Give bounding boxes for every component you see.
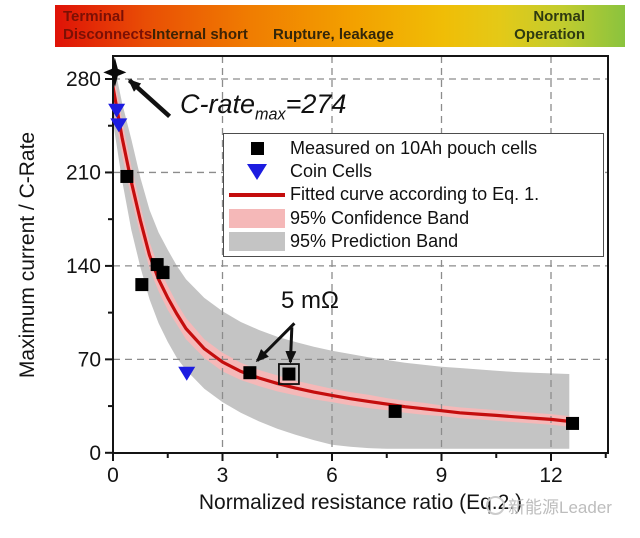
risk-label-line: Operation	[514, 26, 585, 43]
chart-legend: Measured on 10Ah pouch cells Coin Cells …	[223, 133, 604, 257]
risk-label-line: Normal	[533, 8, 585, 25]
watermark-text: 新能源Leader	[508, 498, 612, 517]
watermark-logo-icon	[486, 496, 505, 515]
legend-item-coin-cells: Coin Cells	[224, 161, 603, 183]
risk-label-line: Terminal	[63, 8, 125, 25]
legend-item-prediction-band: 95% Prediction Band	[224, 230, 603, 252]
legend-label: Coin Cells	[290, 161, 373, 182]
annotation-subscript: max	[255, 105, 286, 124]
risk-gradient-bar: Terminal Disconnects Internal short Rupt…	[55, 5, 625, 47]
y-axis-title: Maximum current / C-Rate	[16, 131, 39, 379]
pink-band-icon	[224, 208, 290, 228]
svg-text:140: 140	[66, 255, 101, 278]
legend-label: Measured on 10Ah pouch cells	[290, 138, 538, 159]
svg-text:0: 0	[107, 464, 119, 487]
svg-text:0: 0	[89, 442, 101, 465]
x-axis-title: Normalized resistance ratio (Eq.2.)	[198, 491, 523, 514]
legend-label: 95% Prediction Band	[290, 230, 459, 251]
gray-band-icon	[224, 231, 290, 251]
svg-text:70: 70	[78, 348, 101, 371]
legend-item-fitted-curve: Fitted curve according to Eq. 1.	[224, 184, 603, 206]
annotation-text: =274	[285, 89, 347, 119]
svg-text:280: 280	[66, 68, 101, 91]
legend-item-confidence-band: 95% Confidence Band	[224, 207, 603, 229]
svg-text:210: 210	[66, 161, 101, 184]
annotation-5-mohm: 5 mΩ	[281, 287, 339, 314]
triangle-marker-icon	[224, 163, 290, 180]
legend-label: 95% Confidence Band	[290, 207, 470, 228]
legend-item-pouch-cells: Measured on 10Ah pouch cells	[224, 138, 603, 160]
svg-text:12: 12	[539, 464, 562, 487]
red-line-icon	[224, 192, 290, 197]
svg-text:9: 9	[436, 464, 448, 487]
annotation-crate-max: C-ratemax=274	[180, 89, 346, 124]
risk-label-internal-short: Internal short	[152, 26, 248, 43]
svg-text:3: 3	[217, 464, 229, 487]
annotation-text: C-rate	[180, 89, 256, 119]
risk-label-line: Disconnects	[63, 26, 153, 43]
svg-text:6: 6	[326, 464, 338, 487]
legend-label: Fitted curve according to Eq. 1.	[290, 184, 540, 205]
risk-label-rupture-leakage: Rupture, leakage	[273, 26, 394, 43]
risk-label-normal-operation: Normal Operation	[514, 8, 585, 44]
watermark: 新能源Leader	[486, 493, 612, 518]
square-marker-icon	[224, 142, 290, 156]
risk-label-terminal-disconnects: Terminal Disconnects	[63, 8, 152, 44]
